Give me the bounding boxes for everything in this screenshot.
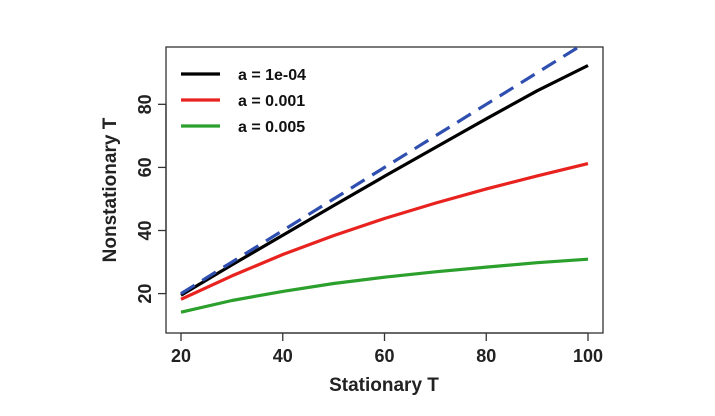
axis-layer: 20 40 60 80 100 20 40 60 80: [135, 94, 603, 366]
x-tick-label: 80: [476, 346, 496, 366]
x-axis-title: Stationary T: [329, 375, 439, 396]
x-tick-label: 60: [374, 346, 394, 366]
series-line-2: [180, 257, 589, 314]
legend-label: a = 1e-04: [238, 67, 306, 84]
legend-label: a = 0.005: [238, 119, 305, 136]
legend: a = 1e-04 a = 0.001 a = 0.005: [181, 67, 306, 136]
y-tick-label: 60: [135, 157, 155, 177]
series-line-0: [180, 64, 589, 297]
y-tick-label: 80: [135, 94, 155, 114]
y-tick-label: 20: [135, 284, 155, 304]
y-axis-title: Nonstationary T: [100, 117, 121, 262]
x-tick-label: 20: [171, 346, 191, 366]
series-line-1: [180, 162, 589, 301]
y-tick-label: 40: [135, 220, 155, 240]
series-line-reference: [180, 47, 582, 295]
x-tick-label: 40: [273, 346, 293, 366]
x-tick-label: 100: [573, 346, 603, 366]
series-layer: [180, 47, 589, 314]
legend-label: a = 0.001: [238, 93, 305, 110]
